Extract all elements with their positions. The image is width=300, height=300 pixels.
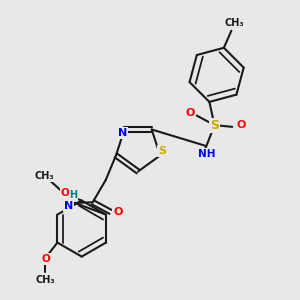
Text: O: O [113,207,123,217]
Text: H: H [69,190,77,200]
Text: CH₃: CH₃ [35,171,55,181]
Text: O: O [41,254,50,264]
Text: S: S [158,146,166,156]
Text: N: N [64,201,74,212]
Text: N: N [118,128,127,138]
Text: CH₃: CH₃ [36,275,55,285]
Text: O: O [236,120,245,130]
Text: S: S [210,118,219,132]
Text: O: O [61,188,70,198]
Text: O: O [185,108,195,118]
Text: NH: NH [198,149,215,159]
Text: CH₃: CH₃ [224,18,244,28]
